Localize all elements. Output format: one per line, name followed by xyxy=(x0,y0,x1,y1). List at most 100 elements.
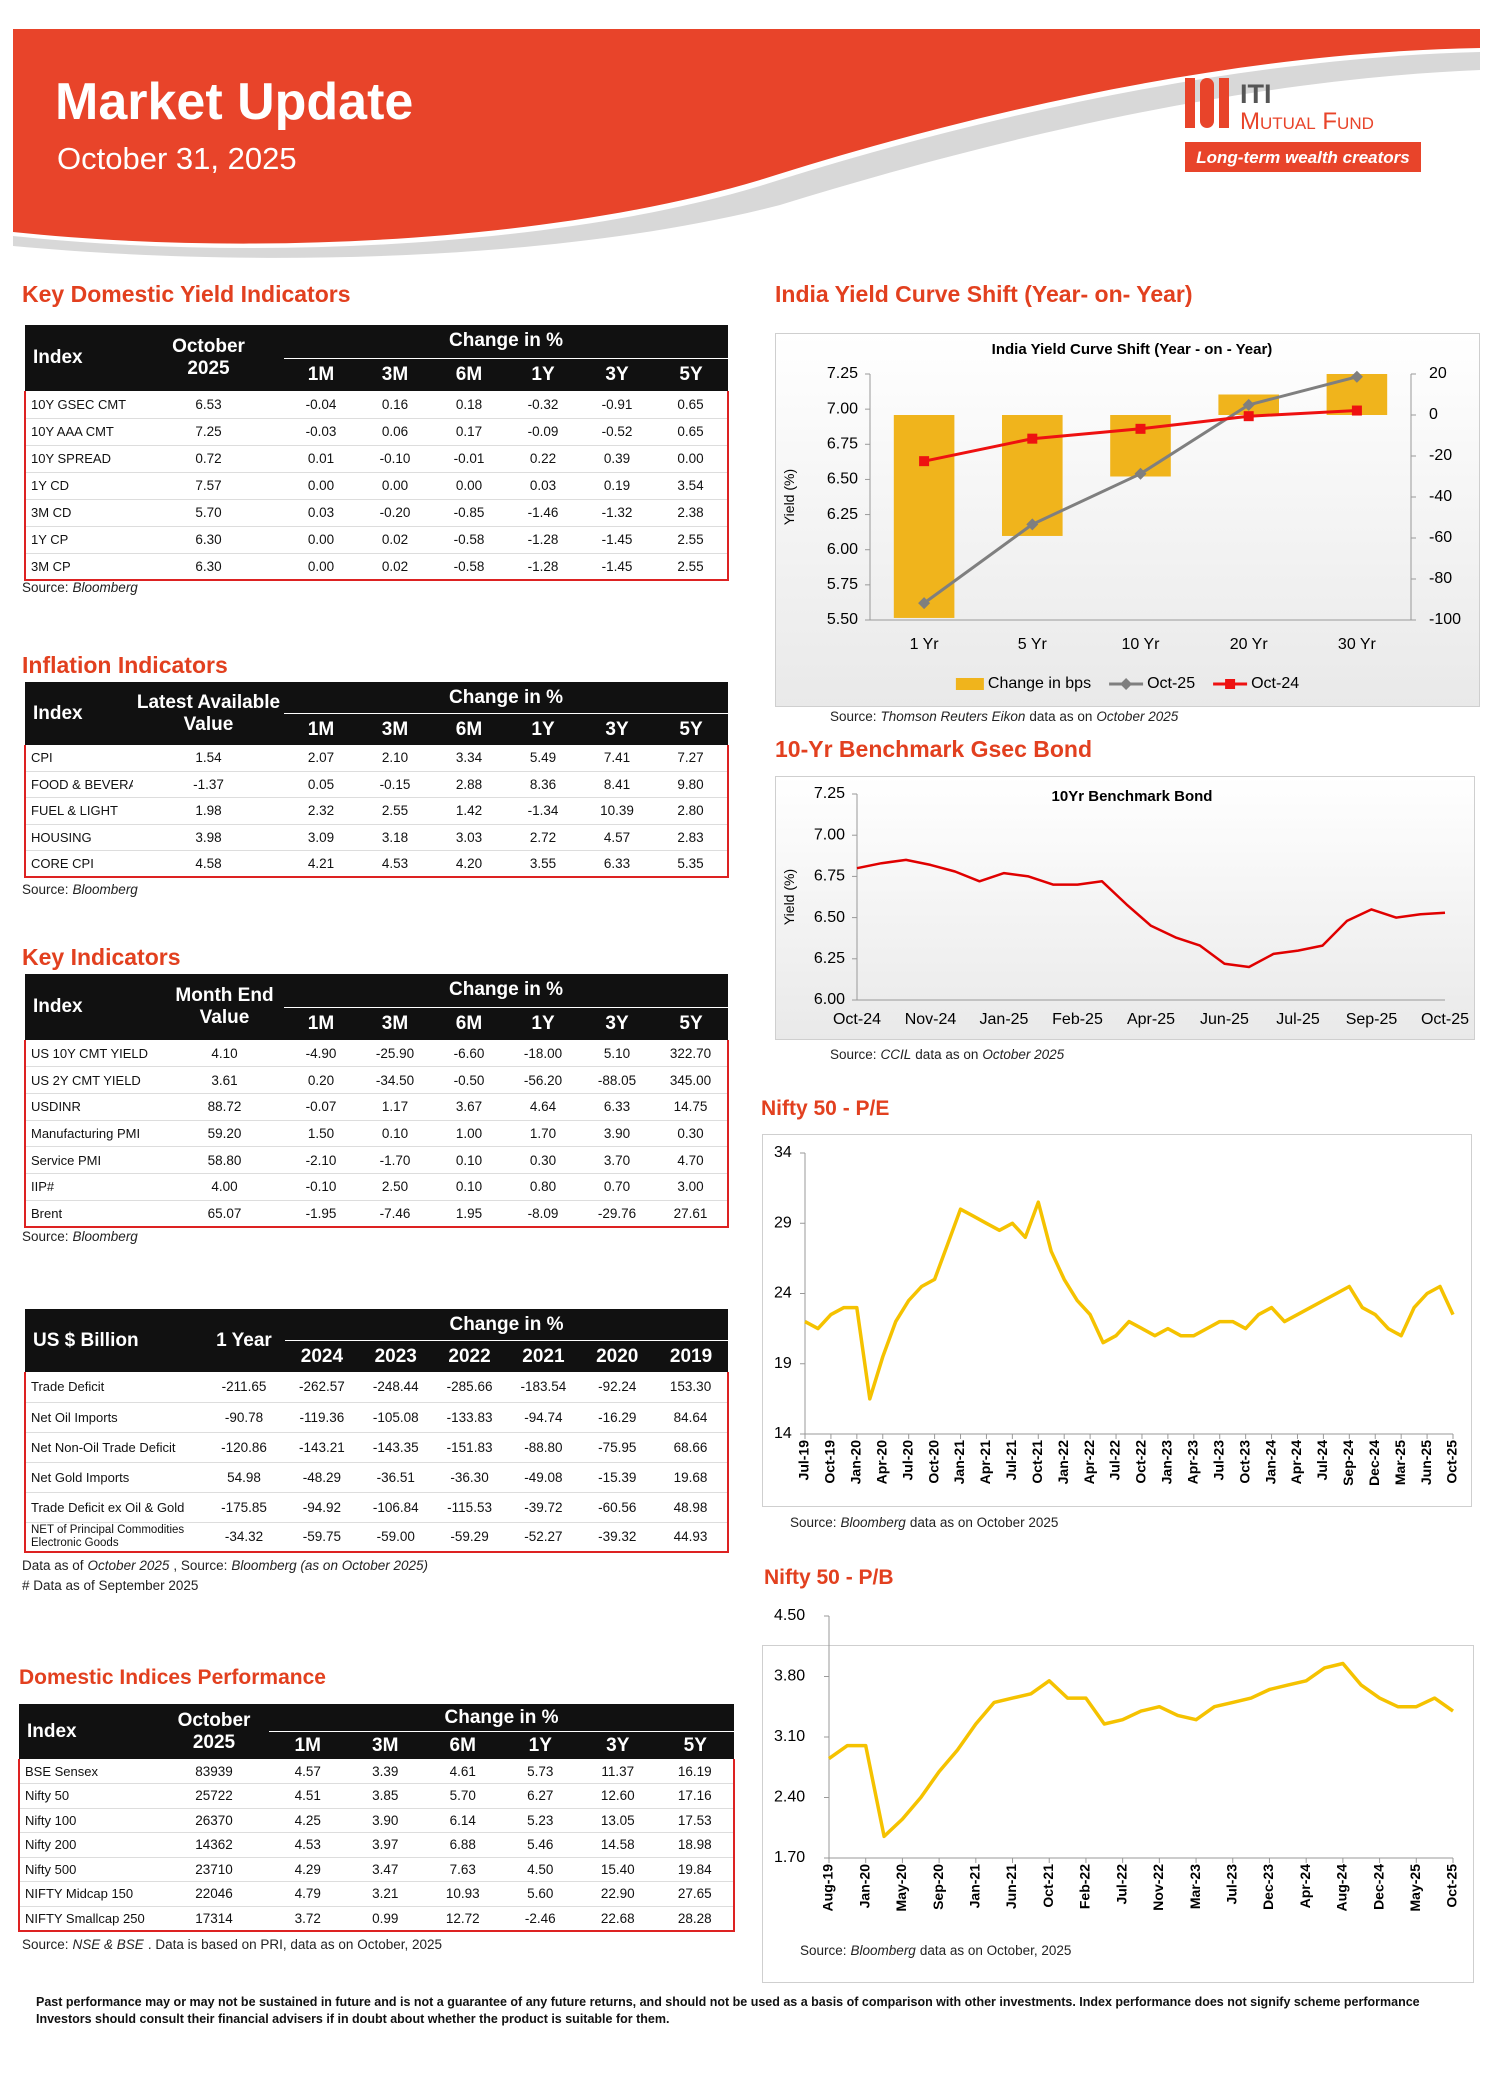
source: Source: NSE & BSE. Data is based on PRI, … xyxy=(22,1937,446,1952)
cell-value: -0.85 xyxy=(432,499,506,527)
source-text: Bloomberg xyxy=(72,882,138,897)
x-tick-label: May-20 xyxy=(893,1864,909,1912)
section-title: Nifty 50 - P/B xyxy=(764,1566,894,1589)
head-col: 1Y xyxy=(506,1007,580,1040)
head-col: 1Y xyxy=(506,713,580,745)
x-tick-label: Feb-25 xyxy=(1052,1011,1103,1028)
cell-value: 15.40 xyxy=(579,1857,657,1882)
y-tick-label: 6.75 xyxy=(814,868,845,885)
x-tick-label: Aug-19 xyxy=(820,1864,836,1912)
source-text: data as on xyxy=(1029,709,1093,724)
cell-value: 2.55 xyxy=(654,526,730,554)
table-row: FOOD & BEVERAGES-1.370.05-0.152.888.368.… xyxy=(24,771,730,799)
head-row: 1M 3M 6M 1Y 3Y 5Y xyxy=(25,1007,729,1040)
x-tick-label: Jan-23 xyxy=(1159,1440,1175,1485)
table-row: US 2Y CMT YIELD 3.61 0.20 -34.50 -0.50 -56.20… xyxy=(24,1066,730,1094)
x-tick-label: Dec-24 xyxy=(1366,1440,1382,1486)
head-col: 1M xyxy=(284,713,358,745)
cell-value: 59.20 xyxy=(165,1120,284,1148)
x-tick-label: Jan-24 xyxy=(1262,1440,1278,1485)
table-row: CPI 1.54 2.07 2.10 3.34 5.49 7.41 7.27 xyxy=(24,745,730,772)
head-col: 1M xyxy=(284,358,358,391)
brand-sub: Mutual Fund xyxy=(1240,108,1374,135)
head-group: Change in % xyxy=(284,974,729,1008)
x-tick-label: Feb-22 xyxy=(1077,1864,1093,1909)
page-date: October 31, 2025 xyxy=(57,141,297,176)
cell-value: 26370 xyxy=(159,1808,269,1833)
table-row: BSE Sensex 83939 4.57 3.39 4.61 5.73 11.37 16.1… xyxy=(18,1759,736,1784)
cell-value: -106.84 xyxy=(358,1492,433,1523)
row-label: 1Y CD xyxy=(24,472,133,500)
table-row: US 10Y CMT YIELD 4.10 -4.90 -25.90 -6.60 -18.… xyxy=(24,1040,730,1068)
table-head: Index October 2025 Change in % 1M 3M 6M 1Y 3Y 5Y xyxy=(25,325,729,391)
head-text: Value xyxy=(199,1007,250,1028)
row-label: US 10Y CMT YIELD xyxy=(24,1040,165,1068)
source-text: data as on xyxy=(915,1047,979,1062)
header-red xyxy=(13,29,1480,244)
head-col: 1Y xyxy=(501,1731,579,1759)
table-head: US $ Billion 1 Year Change in % 2024 2023 202… xyxy=(25,1309,728,1372)
head-col: 2022 xyxy=(432,1340,507,1372)
cell-value: 0.02 xyxy=(358,526,432,554)
y-tick-label: 6.00 xyxy=(827,541,858,558)
source: Source: Bloomberg xyxy=(22,1229,142,1244)
y-tick-label: 4.50 xyxy=(774,1607,805,1624)
cell-value: -59.75 xyxy=(285,1522,359,1553)
x-tick-label: Apr-25 xyxy=(1127,1011,1175,1028)
cell-value: 88.72 xyxy=(165,1093,284,1121)
table-row: Nifty 500 23710 4.29 3.47 7.63 4.50 15.40 19.84 xyxy=(18,1857,736,1882)
section-title: Nifty 50 - P/E xyxy=(761,1097,890,1120)
y2-tick-label: -60 xyxy=(1429,529,1452,546)
cell-value: 5.10 xyxy=(580,1040,654,1068)
y2-tick-label: -100 xyxy=(1429,611,1461,628)
cell-value: 0.01 xyxy=(284,445,358,473)
cell-value: -120.86 xyxy=(203,1432,285,1463)
cell-value: 0.19 xyxy=(580,472,654,500)
cell-value: 84.64 xyxy=(654,1402,729,1433)
x-tick-label: Apr-20 xyxy=(873,1440,889,1485)
cell-value: 0.65 xyxy=(654,418,730,446)
chart-frame xyxy=(762,1645,1474,1983)
cell-value: 4.10 xyxy=(165,1040,284,1068)
x-tick-label: Dec-24 xyxy=(1370,1864,1386,1910)
x-tick-label: Oct-22 xyxy=(1133,1440,1149,1484)
marker xyxy=(1350,370,1363,383)
cell-value: 11.37 xyxy=(579,1759,657,1784)
table-row: Net Gold Imports 54.98 -48.29 -36.51 -36.30-… xyxy=(24,1462,729,1493)
source: Source: CCIL data as on October 2025 xyxy=(830,1047,1068,1062)
row-label: FOOD & BEVERAGES xyxy=(24,771,133,799)
cell-value: 0.80 xyxy=(506,1173,580,1201)
cell-value: 3.39 xyxy=(346,1759,424,1784)
source-text: Source: xyxy=(790,1515,837,1530)
marker xyxy=(1243,411,1254,422)
marker xyxy=(1134,467,1147,480)
source-text: Bloomberg (as on October 2025) xyxy=(231,1558,428,1573)
x-tick-label: Oct-25 xyxy=(1421,1011,1469,1028)
cell-value: 0.00 xyxy=(284,472,358,500)
cell-value: 6.88 xyxy=(424,1832,502,1858)
data-table: Index October 2025 Change in % 1M 3M 6M 1Y 3Y 5Y B… xyxy=(18,1704,736,1932)
cell-value: -119.36 xyxy=(285,1402,359,1433)
cell-value: 4.25 xyxy=(269,1808,347,1833)
chart: India Yield Curve Shift (Year - on - Yea… xyxy=(775,333,1480,707)
row-label: Nifty 100 xyxy=(18,1808,159,1833)
cell-value: -211.65 xyxy=(203,1372,285,1403)
cell-value: 17.16 xyxy=(656,1783,736,1809)
cell-value: 0.39 xyxy=(580,445,654,473)
cell-value: 2.55 xyxy=(358,797,432,825)
cell-value: 12.72 xyxy=(424,1906,502,1932)
head-cell: Month End Value xyxy=(165,974,284,1040)
legend-swatch xyxy=(955,678,984,690)
cell-value: -1.28 xyxy=(506,526,580,554)
table-row: Net Non-Oil Trade Deficit -120.86 -143.21-… xyxy=(24,1432,729,1463)
x-tick-label: Jan-20 xyxy=(856,1864,872,1909)
head-row: 1M 3M 6M 1Y 3Y 5Y xyxy=(25,358,729,391)
cell-value: -59.00 xyxy=(358,1522,433,1553)
cell-value: 6.33 xyxy=(580,1093,654,1121)
data-line xyxy=(856,858,1446,969)
cell-value: -143.35 xyxy=(358,1432,433,1463)
cell-value: 2.07 xyxy=(284,745,358,772)
row-label: NIFTY Smallcap 250 xyxy=(18,1906,159,1932)
cell-value: 5.60 xyxy=(501,1881,579,1907)
